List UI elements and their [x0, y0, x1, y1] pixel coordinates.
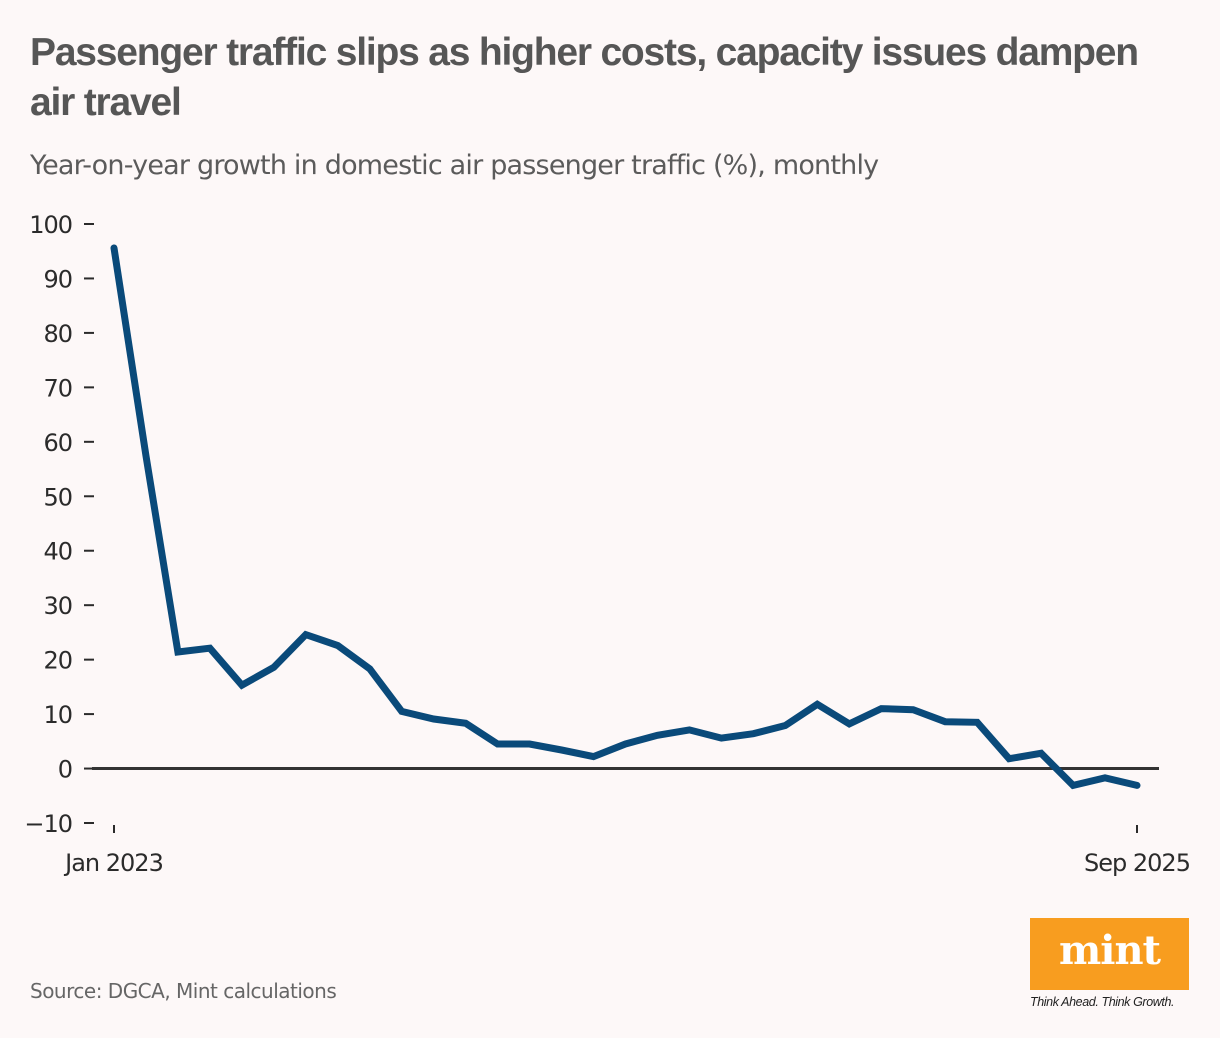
y-tick-label: 90 [43, 265, 72, 293]
logo-tagline: Think Ahead. Think Growth. [1030, 995, 1175, 1009]
logo-wordmark: mint [1058, 927, 1161, 974]
y-tick-label: 60 [43, 429, 72, 457]
y-tick-label: 10 [43, 701, 72, 729]
series-group [110, 244, 1141, 790]
source-note: Source: DGCA, Mint calculations [30, 979, 337, 1003]
y-tick-label: 80 [43, 320, 72, 348]
y-tick-label: 20 [43, 647, 72, 675]
x-tick-label: Jan 2023 [63, 849, 163, 877]
x-tick-label: Sep 2025 [1084, 849, 1190, 877]
y-tick-label: 50 [43, 483, 72, 511]
y-tick-label: 30 [43, 592, 72, 620]
series-line [110, 244, 1141, 790]
y-tick-label: 100 [29, 211, 72, 239]
mint-logo: mint [1030, 918, 1189, 990]
chart-title: Passenger traffic slips as higher costs,… [30, 31, 1139, 124]
chart-subtitle: Year-on-year growth in domestic air pass… [30, 150, 879, 181]
y-tick-label: −10 [24, 810, 72, 838]
y-tick-label: 70 [43, 374, 72, 402]
x-axis: Jan 2023 Sep 2025 [63, 825, 1191, 877]
y-tick-label: 40 [43, 538, 72, 566]
y-tick-label: 0 [58, 756, 72, 784]
